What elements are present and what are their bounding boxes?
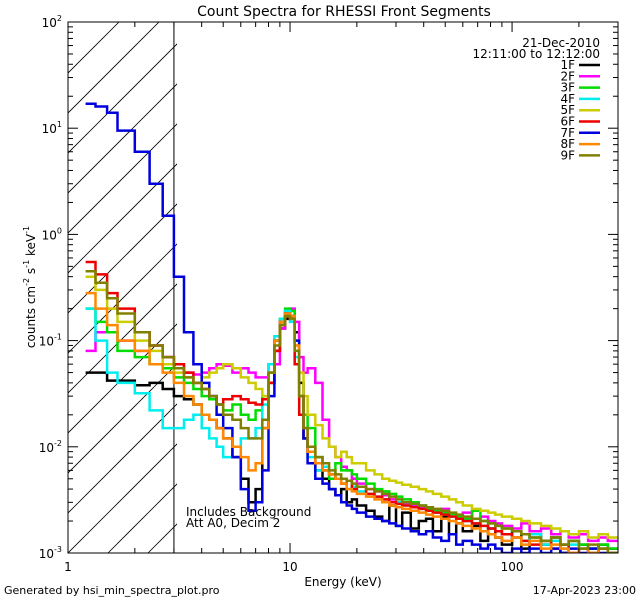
x-tick-label: 10 (282, 560, 297, 574)
legend-label: 8F (560, 137, 575, 151)
series-line-8F (85, 291, 618, 553)
hatch-line (68, 363, 177, 474)
hatch-line (308, 0, 640, 553)
y-tick-label: 10-2 (39, 439, 62, 455)
legend-label: 2F (560, 69, 575, 83)
legend-label: 6F (560, 115, 575, 129)
date-label: 21-Dec-2010 (522, 36, 600, 50)
excluded-energy-hatch (68, 0, 640, 553)
legend-label: 5F (560, 103, 575, 117)
hatch-line (68, 83, 177, 194)
hatch-line (628, 0, 640, 553)
y-tick-label: 102 (42, 14, 62, 30)
legend-label: 3F (560, 81, 575, 95)
legend-label: 1F (560, 58, 575, 72)
y-tick-label: 100 (42, 226, 62, 242)
x-tick-label: 1 (64, 560, 72, 574)
timestamp-label: 17-Apr-2023 23:00 (533, 584, 636, 597)
series-layer (85, 102, 618, 553)
series-line-5F (85, 275, 618, 539)
y-tick-label: 10-1 (39, 333, 62, 349)
generated-by-label: Generated by hsi_min_spectra_plot.pro (4, 584, 220, 597)
legend-label: 9F (560, 148, 575, 162)
plot-frame (67, 21, 619, 554)
hatch-line (68, 403, 177, 514)
legend-label: 7F (560, 126, 575, 140)
chart-title: Count Spectra for RHESSI Front Segments (197, 4, 491, 20)
series-line-9F (85, 269, 618, 553)
time-range-label: 12:11:00 to 12:12:00 (473, 47, 600, 61)
series-line-4F (85, 307, 618, 553)
hatch-line (68, 443, 177, 553)
hatch-line (348, 0, 640, 553)
hatch-line (68, 243, 177, 354)
y-axis-label: counts cm-2 s-1 keV-1 (22, 226, 38, 348)
y-tick-label: 10-3 (39, 545, 62, 561)
hatch-line (68, 22, 160, 114)
hatch-line (68, 43, 177, 154)
y-tick-labels: 10-3 10-2 10-1 100 101 102 (39, 14, 62, 561)
x-axis-label: Energy (keV) (304, 575, 381, 589)
hatch-line (228, 0, 640, 553)
axis-ticks (67, 21, 619, 554)
x-tick-labels: 1 10 100 (64, 560, 523, 574)
hatch-line (428, 0, 640, 553)
legend-label: 4F (560, 92, 575, 106)
y-tick-label: 101 (42, 120, 62, 136)
annotation-background: Includes Background (186, 505, 311, 519)
series-line-1F (85, 314, 618, 553)
hatch-line (68, 203, 177, 314)
hatch-line (68, 22, 120, 74)
x-tick-label: 100 (501, 560, 524, 574)
annotation-attenuator: Att A0, Decim 2 (186, 516, 280, 530)
hatch-line (388, 0, 640, 553)
